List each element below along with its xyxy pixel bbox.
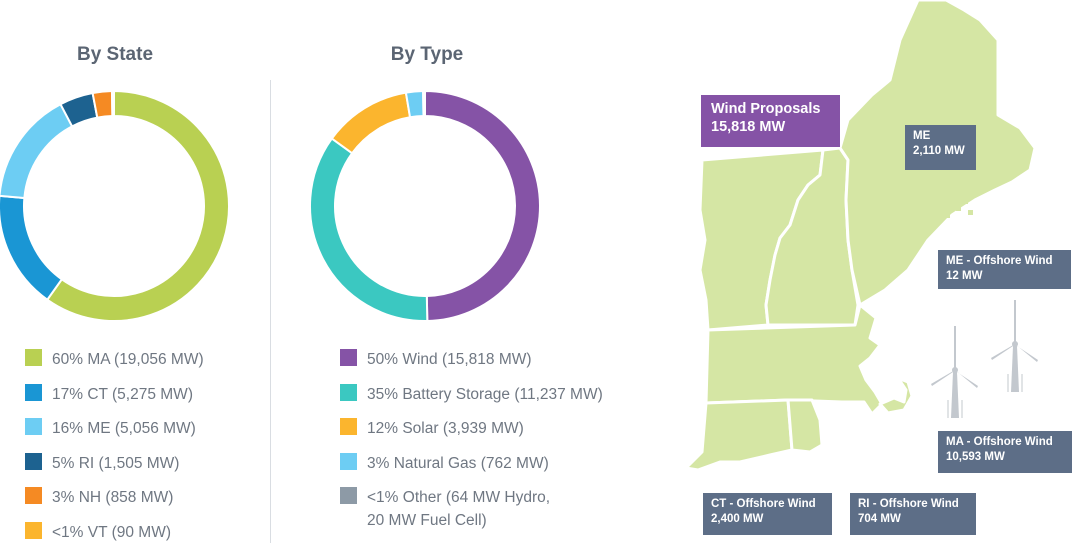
legend-label: 35% Battery Storage (11,237 MW) xyxy=(367,385,603,403)
legend-swatch xyxy=(340,383,357,401)
donut-chart-by-state xyxy=(0,90,230,322)
legend-label: 5% RI (1,505 MW) xyxy=(52,454,180,472)
legend-label: 17% CT (5,275 MW) xyxy=(52,385,193,403)
donut-chart-by-type xyxy=(309,90,541,322)
legend-label: 3% Natural Gas (762 MW) xyxy=(367,454,549,472)
legend-swatch xyxy=(340,487,357,505)
chart-divider xyxy=(270,80,271,543)
legend-swatch xyxy=(25,452,42,470)
legend-label: 16% ME (5,056 MW) xyxy=(52,420,196,438)
legend-label: 60% MA (19,056 MW) xyxy=(52,351,204,368)
badge-line-2: 704 MW xyxy=(858,513,901,525)
donut-slice-3 xyxy=(404,90,425,119)
wind-turbine-icon xyxy=(991,300,1038,392)
legend-label: <1% Other (64 MW Hydro, 20 MW Fuel Cell) xyxy=(367,489,551,530)
legend-label: <1% VT (90 MW) xyxy=(52,523,172,541)
badge-line-1: ME xyxy=(913,130,931,142)
legend-swatch xyxy=(25,383,42,401)
donut-slice-4 xyxy=(422,90,426,118)
badge-ma-offshore-wind: MA - Offshore Wind 10,593 MW xyxy=(938,431,1072,473)
donut-slice-1 xyxy=(0,194,64,302)
legend-swatch xyxy=(340,452,357,470)
donut-slice-5 xyxy=(110,90,115,118)
map-state-ri xyxy=(786,398,824,454)
donut-slice-4 xyxy=(91,90,114,119)
badge-line-1: MA - Offshore Wind xyxy=(946,436,1053,448)
legend-swatch xyxy=(25,418,42,436)
legend-label: 12% Solar (3,939 MW) xyxy=(367,420,524,438)
map-cape-cod xyxy=(878,376,914,415)
legend-swatch xyxy=(340,349,357,366)
badge-line-2: 2,400 MW xyxy=(711,513,764,525)
badge-line-1: CT - Offshore Wind xyxy=(711,498,816,510)
map-state-ma xyxy=(704,303,884,416)
badge-line-2: 15,818 MW xyxy=(711,119,786,135)
badge-line-1: RI - Offshore Wind xyxy=(858,498,959,510)
chart-title-by-type: By Type xyxy=(390,44,464,65)
legend-swatch xyxy=(25,521,42,539)
legend-label: 50% Wind (15,818 MW) xyxy=(367,351,532,368)
donut-slice-0 xyxy=(424,90,541,322)
donut-slice-0 xyxy=(45,90,230,322)
donut-slice-2 xyxy=(0,102,74,200)
badge-line-2: 2,110 MW xyxy=(913,145,965,157)
legend-swatch xyxy=(25,349,42,366)
map-islands xyxy=(935,195,973,218)
wind-turbine-icon xyxy=(931,326,978,418)
legend-label: 3% NH (858 MW) xyxy=(52,489,174,507)
donut-slice-1 xyxy=(309,137,429,322)
badge-me-offshore-wind: ME - Offshore Wind 12 MW xyxy=(938,250,1071,289)
badge-me: ME 2,110 MW xyxy=(905,125,976,170)
badge-line-1: ME - Offshore Wind xyxy=(946,255,1053,267)
legend-swatch xyxy=(340,418,357,436)
badge-ct-offshore-wind: CT - Offshore Wind 2,400 MW xyxy=(703,493,832,535)
legend-swatch xyxy=(25,487,42,505)
map-state-ct xyxy=(684,398,794,472)
badge-line-2: 12 MW xyxy=(946,270,983,282)
donut-slice-2 xyxy=(330,91,412,155)
badge-line-1: Wind Proposals xyxy=(711,101,821,117)
chart-title-by-state: By State xyxy=(76,44,154,65)
badge-wind-proposals: Wind Proposals 15,818 MW xyxy=(701,95,840,147)
badge-line-2: 10,593 MW xyxy=(946,451,1005,463)
badge-ri-offshore-wind: RI - Offshore Wind 704 MW xyxy=(850,493,976,535)
